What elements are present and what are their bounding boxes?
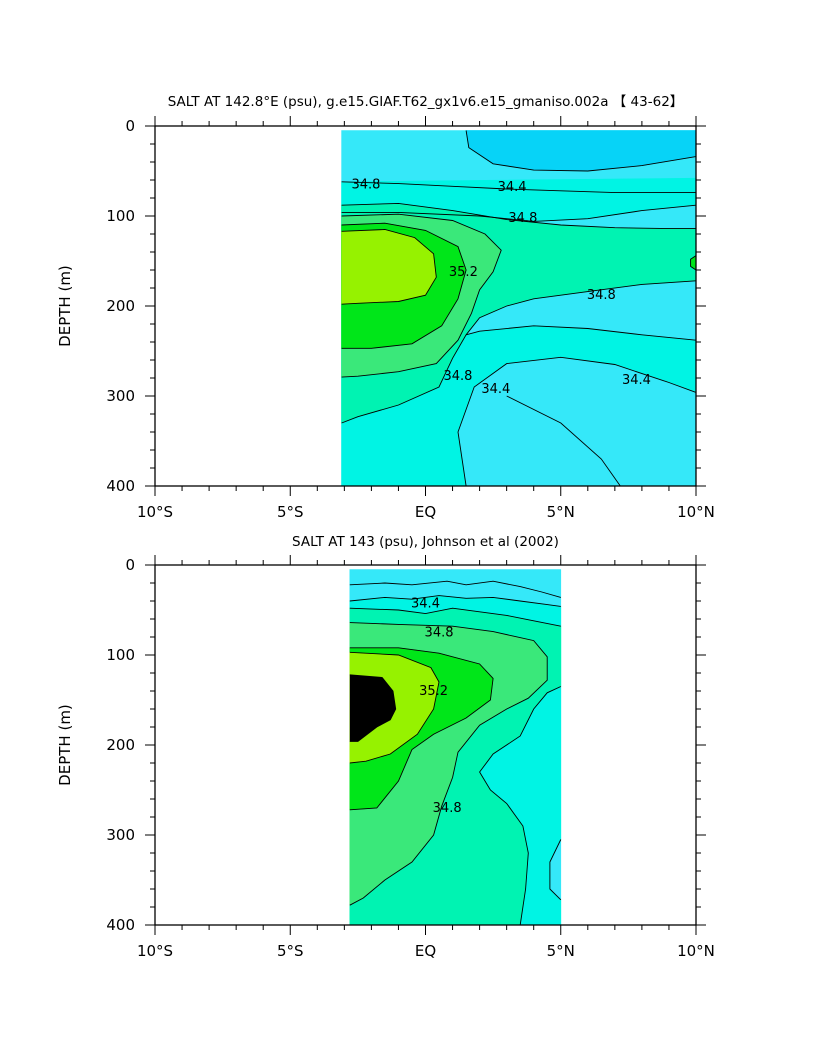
y-tick-label: 300 <box>106 387 135 405</box>
contour-label: 34.4 <box>411 597 440 612</box>
y-tick-label: 0 <box>125 117 135 135</box>
contour-line-11 <box>690 255 697 271</box>
contour-line-8 <box>549 839 562 901</box>
contour-label: 34.8 <box>433 801 462 816</box>
chart-title: SALT AT 142.8°E (psu), g.e15.GIAF.T62_gx… <box>168 94 684 110</box>
y-tick-label: 300 <box>106 826 135 844</box>
contour-line-5 <box>349 651 440 764</box>
contour-label: 34.8 <box>508 211 537 226</box>
contour-line-5 <box>341 222 467 349</box>
contour-line-1 <box>349 595 561 607</box>
x-tick-label: 10°S <box>137 503 173 521</box>
contour-line-9 <box>457 356 697 487</box>
y-axis-label: DEPTH (m) <box>56 265 74 347</box>
y-tick-label: 200 <box>106 297 135 315</box>
x-tick-label: 10°N <box>677 503 715 521</box>
chart-title: SALT AT 143 (psu), Johnson et al (2002) <box>292 534 559 550</box>
contour-fills <box>349 569 562 926</box>
contour-label: 34.8 <box>443 369 472 384</box>
x-tick-label: 10°N <box>677 942 715 960</box>
contour-line-0 <box>341 181 696 194</box>
contour-label: 34.4 <box>622 373 651 388</box>
y-axis-label: DEPTH (m) <box>56 704 74 786</box>
contour-line-10 <box>506 395 621 487</box>
contour-line-4 <box>341 213 502 378</box>
y-tick-label: 100 <box>106 207 135 225</box>
x-tick-label: 5°S <box>277 942 304 960</box>
contour-fill-6 <box>349 674 396 742</box>
y-tick-label: 200 <box>106 736 135 754</box>
y-tick-label: 400 <box>106 477 135 495</box>
x-tick-label: EQ <box>415 503 436 521</box>
x-tick-label: 5°N <box>547 942 575 960</box>
panel-model: 34.8 34.4 34.8 35.2 34.8 34.8 34.4 34.4 0 100 200 3… <box>56 94 715 521</box>
contour-line-0 <box>349 580 561 598</box>
contour-line-7 <box>479 686 561 926</box>
contour-line-3 <box>349 622 548 906</box>
x-tick-label: 5°N <box>547 503 575 521</box>
y-tick-label: 0 <box>125 556 135 574</box>
contour-label: 34.4 <box>498 180 527 195</box>
y-tick-label: 100 <box>106 646 135 664</box>
contour-label: 34.8 <box>352 178 381 193</box>
contour-line-4 <box>349 647 494 811</box>
y-tick-label: 400 <box>106 916 135 934</box>
contour-line-2 <box>341 204 697 222</box>
contour-line-7 <box>341 280 697 424</box>
contour-label: 34.4 <box>481 382 510 397</box>
contour-label: 35.2 <box>449 265 478 280</box>
contour-line-1 <box>465 130 697 172</box>
contour-line-6 <box>349 674 397 742</box>
x-tick-label: 5°S <box>277 503 304 521</box>
contour-lines <box>349 580 562 926</box>
contour-line-6 <box>341 229 437 305</box>
contour-label: 34.8 <box>425 626 454 641</box>
contour-line-8 <box>465 325 697 341</box>
contour-line-2 <box>349 607 561 627</box>
contour-line-3 <box>341 202 696 230</box>
x-tick-label: EQ <box>415 942 436 960</box>
contour-label: 35.2 <box>419 684 448 699</box>
contour-lines <box>341 130 697 487</box>
x-tick-label: 10°S <box>137 942 173 960</box>
contour-label: 34.8 <box>587 288 616 303</box>
